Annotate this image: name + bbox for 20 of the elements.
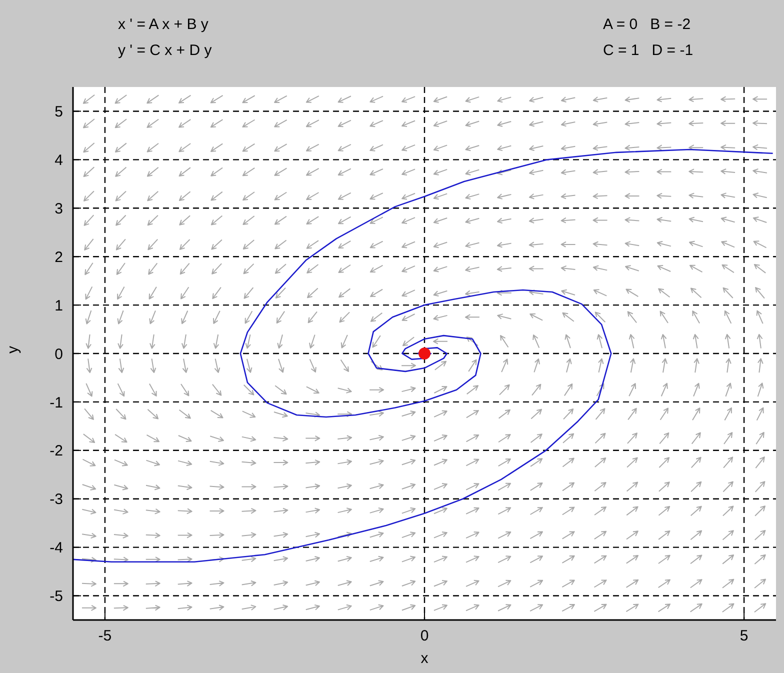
x-tick-label: -5 — [98, 628, 112, 645]
y-tick-label: 1 — [54, 297, 63, 314]
y-tick-label: -5 — [50, 588, 63, 606]
y-tick-label: -3 — [50, 491, 63, 508]
y-tick-label: 0 — [54, 346, 63, 363]
y-tick-label: 4 — [54, 152, 63, 170]
y-tick-label: 2 — [54, 248, 63, 266]
y-axis-title: y — [4, 346, 22, 354]
y-tick-label: -4 — [50, 540, 63, 557]
text: y ' = C x + D y — [118, 42, 212, 59]
x-tick-label: 5 — [740, 628, 748, 645]
text: x ' = A x + B y — [118, 16, 208, 33]
text: A = 0 B = -2 — [603, 16, 691, 33]
x-tick-label: 0 — [420, 628, 429, 645]
x-axis-title: x — [420, 650, 429, 667]
y-tick-label: 5 — [54, 104, 63, 121]
y-tick-label: -2 — [50, 442, 63, 460]
text: C = 1 D = -1 — [603, 42, 694, 59]
y-tick-label: -1 — [50, 394, 63, 412]
y-tick-label: 3 — [54, 200, 63, 218]
